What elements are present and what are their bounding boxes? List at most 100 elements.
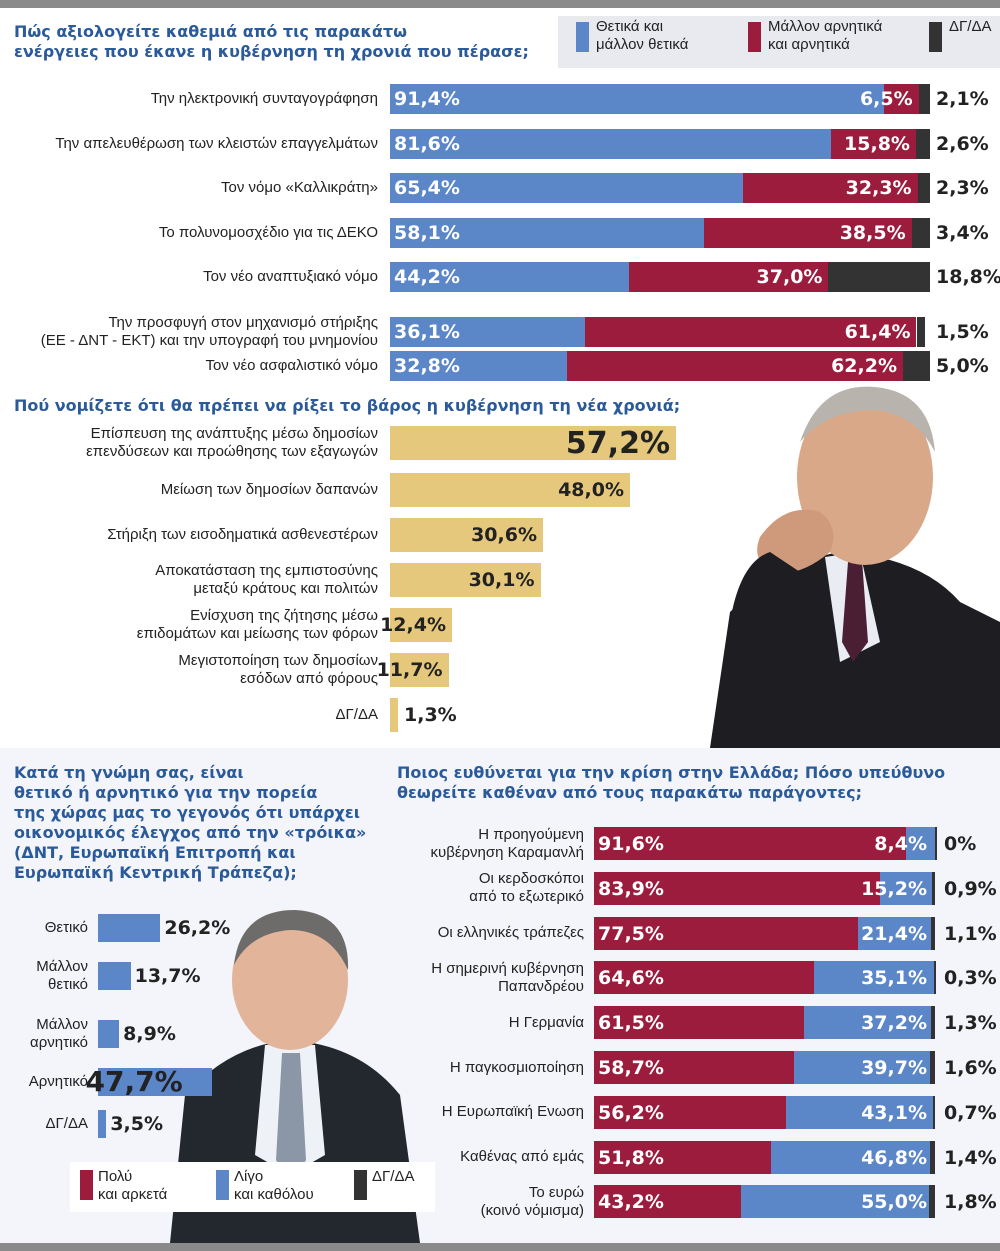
bar-little [858,916,932,950]
bar-dk [931,916,935,950]
category-label: Στήριξη των εισοδηματικά ασθενεστέρων [8,526,378,544]
category-label-line: Μάλλον [36,958,88,975]
data-label: 62,2% [831,355,897,377]
category-label-line: επενδύσεων και προώθησης των εξαγωγών [86,443,378,460]
category-label-line: Θετικό [44,919,88,936]
category-label: Οι ελληνικές τράπεζες [384,924,584,942]
bar-little [803,1006,931,1040]
legend-swatch [929,22,942,52]
category-label-line: αρνητικό [30,1034,88,1051]
data-label: 77,5% [598,922,664,945]
q1-legend [558,16,1000,68]
bar-priority [390,473,630,507]
category-label: ΔΓ/ΔΑ [8,706,378,724]
data-label: 18,8% [936,266,1000,288]
bar-little [814,961,934,995]
head-shape [232,910,348,1050]
legend-label-line: ΔΓ/ΔΑ [372,1168,415,1185]
data-label: 5,0% [936,355,989,377]
legend-label: Μάλλον αρνητικά και αρνητικά [768,18,882,54]
bar-negative [703,217,912,248]
data-label: 1,3% [944,1012,997,1035]
bar-negative [628,262,829,292]
category-label-line: μεταξύ κράτους και πολιτών [193,580,378,597]
legend-label: Πολύ και αρκετά [98,1168,167,1204]
category-label: Την προσφυγή στον μηχανισμό στήριξης (ΕΕ … [8,314,378,350]
category-label-line: θετικό [48,976,88,993]
category-label-line: Η προηγούμενη [478,825,584,843]
bar-little [880,871,932,905]
category-label-line: Τον νέο ασφαλιστικό νόμο [205,357,378,374]
bar-dk [930,1006,935,1040]
category-label: Ενίσχυση της ζήτησης μέσω επιδομάτων και … [8,607,378,643]
data-label: 2,1% [936,88,989,110]
q1-title: Πώς αξιολογείτε καθεμιά από τις παρακάτω… [14,22,529,61]
data-label: 81,6% [394,132,460,155]
bar-little [906,827,935,860]
category-label: Θετικό [2,919,88,937]
legend-label-line: και αρκετά [98,1186,168,1203]
category-label: Μάλλον θετικό [2,958,88,994]
bar-much [594,1185,742,1219]
bar-much [594,1140,771,1174]
data-label: 47,7% [85,1065,183,1098]
data-label: 44,2% [394,266,460,288]
bar-negative [883,84,919,114]
data-label: 56,2% [598,1101,664,1124]
bar-troika [98,1110,107,1138]
category-label: Τον νόμο «Καλλικράτη» [8,179,378,197]
bar-dk [932,1095,935,1129]
data-label: 91,6% [598,833,664,855]
category-label-line: Επίσπευση της ανάπτυξης μέσω δημοσίων [90,425,378,442]
data-label: 37,2% [861,1012,927,1035]
bar-little [785,1095,933,1129]
data-label: 65,4% [394,177,460,199]
q2-title: Πού νομίζετε ότι θα πρέπει να ρίξει το β… [14,396,681,415]
legend-label-line: και αρνητικά [768,36,850,53]
category-label-line: Την προσφυγή στον μηχανισμό στήριξης [108,313,378,331]
bar-positive [390,262,629,292]
bar-priority [390,426,676,460]
data-label: 0,3% [944,967,997,990]
bar-dk [929,1051,935,1084]
bar-positive [390,217,704,248]
category-label: Μείωση των δημοσίων δαπανών [8,481,378,499]
tie-shape [276,1053,306,1185]
bottom-rule [0,1243,1000,1251]
data-label: 39,7% [861,1057,927,1079]
legend-swatch [80,1170,93,1200]
bar-positive [390,128,831,159]
bar-troika [98,1068,212,1096]
category-label-line: Την ηλεκτρονική συνταγογράφηση [150,90,378,107]
legend-label-line: Μάλλον αρνητικά [768,18,883,35]
data-label: 51,8% [598,1146,664,1169]
category-label: Αρνητικό [2,1073,88,1091]
bar-little [741,1185,929,1219]
category-label-line: κυβέρνηση Καραμανλή [430,843,584,861]
legend-label: ΔΓ/ΔΑ [949,18,991,36]
category-label: Καθένας από εμάς [384,1148,584,1166]
category-label-line: Αποκατάσταση της εμπιστοσύνης [155,562,378,579]
category-label-line: Παπανδρέου [498,977,584,995]
data-label: 11,7% [376,659,443,681]
legend-swatch [216,1170,229,1200]
hair-shape [234,910,349,970]
bar-much [594,1006,804,1040]
data-label: 61,4% [844,320,911,343]
category-label-line: Η σημερινή κυβέρνηση [431,959,584,977]
bar-negative [743,173,918,203]
category-label-line: ΔΓ/ΔΑ [335,706,378,723]
data-label: 6,5% [859,88,913,110]
category-label-line: Η Ευρωπαϊκή Ενωση [441,1103,584,1121]
category-label-line: Τον νόμο «Καλλικράτη» [220,179,378,196]
bar-dk [930,1140,935,1174]
bar-positive [390,84,884,114]
category-label: Η προηγούμενη κυβέρνηση Καραμανλή [384,826,584,862]
bar-negative [584,316,917,347]
category-label-line: Μείωση των δημοσίων δαπανών [160,481,378,498]
bar-dk [917,173,930,203]
category-label-line: Τον νέο αναπτυξιακό νόμο [203,268,378,285]
data-label: 0% [944,833,977,855]
bar-dk [916,316,925,347]
head-shape [797,389,933,565]
